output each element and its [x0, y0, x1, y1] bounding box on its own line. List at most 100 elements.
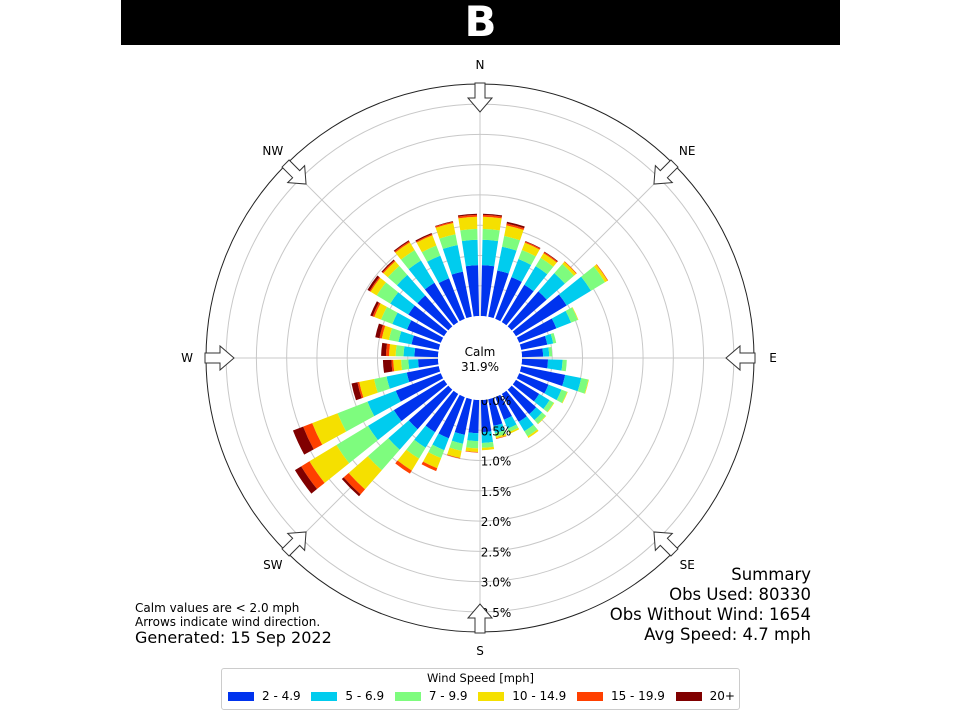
wind-bar-segment: [398, 331, 414, 345]
wind-bar-segment: [497, 246, 517, 274]
wind-bar-segment: [386, 372, 410, 389]
wind-bar-segment: [547, 402, 555, 413]
wind-bar-segment: [411, 335, 441, 350]
wind-bar-segment: [292, 426, 314, 455]
wind-bar-segment: [544, 384, 562, 401]
wind-bar-segment: [401, 359, 410, 371]
wind-bar-segment: [387, 265, 408, 286]
calm-circle: [438, 316, 522, 400]
wind-bar-segment: [381, 342, 388, 357]
wind-direction-arrow-icon: [725, 344, 756, 372]
wind-bar-segment: [449, 440, 464, 451]
wind-bar-segment: [543, 400, 554, 413]
wind-bar-segment: [495, 394, 512, 420]
wind-bar-segment: [414, 425, 436, 448]
wind-bar-segment: [397, 449, 420, 471]
wind-bar-segment: [507, 385, 537, 415]
direction-label: N: [476, 58, 485, 72]
wind-bar-segment: [427, 255, 450, 283]
wind-bar-segment: [511, 259, 532, 282]
wind-bar-segment: [494, 430, 506, 437]
direction-labels: N NE E SE S SW W NW: [181, 58, 777, 658]
legend-title: Wind Speed [mph]: [426, 671, 535, 685]
wind-bar-segment: [521, 348, 544, 358]
wind-bar-segment: [481, 239, 499, 267]
wind-bar-segment: [495, 435, 507, 439]
wind-bar-segment: [547, 359, 563, 371]
wind-bar-segment: [521, 242, 540, 257]
wind-bar-segment: [446, 454, 461, 459]
wind-bar-segment: [396, 274, 426, 304]
wind-bar-segment: [524, 266, 548, 292]
legend-label: 15 - 19.9: [610, 689, 665, 703]
wind-bar-segment: [558, 276, 592, 306]
wind-bar-segment: [442, 244, 463, 275]
wind-bar-segment: [516, 373, 549, 394]
header-bar: B: [121, 0, 840, 46]
legend-item: 15 - 19.9: [576, 689, 665, 703]
calm-label: Calm: [465, 345, 496, 359]
radial-tick-labels: 0.0%0.5%1.0%1.5%2.0%2.5%3.0%3.5%: [481, 394, 512, 620]
wind-bar-segment: [294, 466, 318, 494]
wind-bar-segment: [337, 401, 375, 432]
wind-direction-arrow-icon: [204, 344, 235, 372]
wind-bar-segment: [458, 216, 478, 231]
wind-bar-segment: [493, 423, 505, 434]
wind-bar-segment: [501, 284, 534, 326]
wind-bar-segment: [516, 318, 557, 343]
wind-bars: [292, 213, 609, 497]
radial-tick-label: 1.5%: [481, 485, 512, 499]
wind-bar-segment: [376, 282, 399, 304]
wind-bar-segment: [438, 394, 465, 439]
wind-bar-segment: [423, 452, 442, 469]
calm-value: 31.9%: [461, 360, 499, 374]
calm-note: Calm values are < 2.0 mph: [135, 601, 300, 615]
wind-bar-segment: [388, 328, 402, 342]
wind-bar-segment: [403, 346, 416, 357]
wind-bar-segment: [395, 242, 415, 260]
wind-bar-segment: [428, 444, 445, 459]
wind-bar-segment: [542, 347, 550, 357]
wind-bar-segment: [460, 228, 478, 242]
wind-bar-segment: [519, 366, 566, 386]
wind-bar-segment: [303, 423, 323, 450]
wind-bar-segment: [395, 460, 412, 474]
wind-bar-segment: [370, 277, 386, 296]
summary-obs-without-wind: Obs Without Wind: 1654: [609, 605, 811, 624]
wind-direction-arrow-icon: [466, 603, 494, 634]
wind-bar-segment: [341, 477, 361, 497]
wind-direction-arrow-icon: [653, 531, 679, 557]
wind-bar-segment: [408, 305, 448, 337]
wind-bar-segment: [375, 323, 383, 339]
legend-swatch: [394, 691, 421, 701]
wind-bar-segment: [451, 271, 472, 319]
wind-bar-segment: [502, 236, 521, 251]
wind-direction-arrow-icon: [653, 159, 679, 185]
wind-bar-segment: [381, 259, 395, 273]
wind-bar-segment: [393, 240, 410, 252]
wind-bar-segment: [393, 379, 448, 422]
wind-bar-segment: [480, 265, 495, 317]
wind-bar-segment: [506, 223, 525, 230]
wind-bar-segment: [359, 378, 378, 398]
wind-bar-segment: [543, 252, 558, 263]
radial-tick-label: 2.0%: [481, 515, 512, 529]
wind-bar-segment: [432, 433, 449, 451]
wind-bar-segment: [394, 241, 410, 253]
wind-bar-segment: [391, 359, 395, 372]
summary-avg-speed: Avg Speed: 4.7 mph: [644, 625, 811, 644]
direction-label: E: [769, 351, 777, 365]
wind-bar-segment: [408, 359, 419, 369]
wind-bar-segment: [529, 407, 543, 421]
radial-tick-label: 3.0%: [481, 576, 512, 590]
speed-legend: Wind Speed [mph] 2 - 4.9 5 - 6.9 7 - 9.9…: [221, 668, 740, 710]
wind-bar-segment: [379, 324, 386, 339]
legend-swatch: [478, 691, 505, 701]
direction-arrows: [204, 82, 756, 634]
wind-bar-segment: [395, 345, 405, 357]
wind-bar-segment: [507, 424, 519, 433]
wind-bar-segment: [393, 359, 402, 372]
wind-bar-segment: [439, 234, 458, 249]
wind-bar-segment: [388, 420, 418, 450]
